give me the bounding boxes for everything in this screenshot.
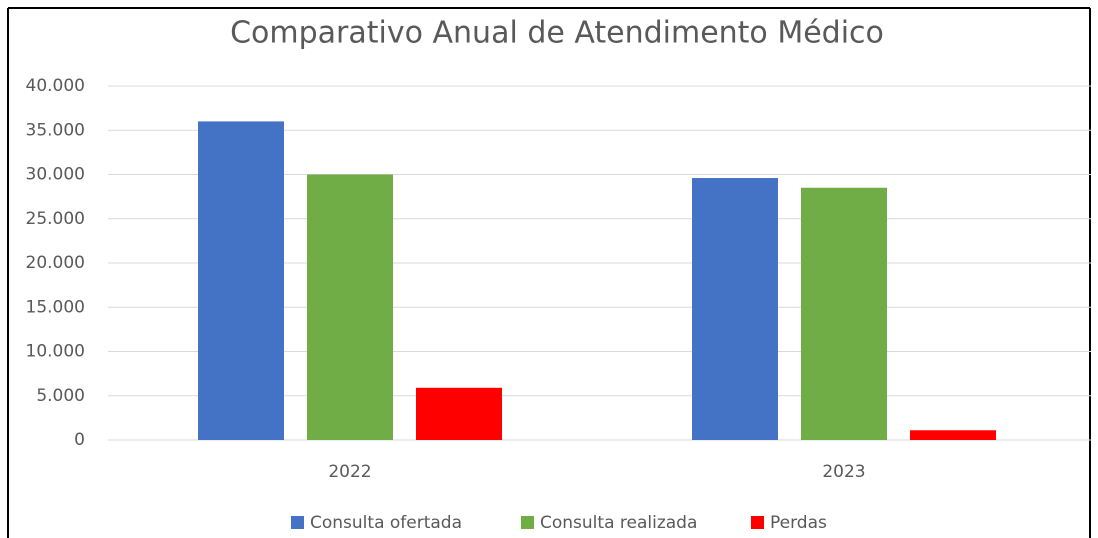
legend-label: Consulta ofertada — [310, 513, 462, 533]
y-tick-label: 25.000 — [26, 209, 85, 229]
y-tick-label: 40.000 — [26, 76, 85, 96]
y-tick-label: 5.000 — [36, 386, 85, 406]
legend-swatch — [521, 516, 534, 529]
x-tick-label: 2023 — [822, 462, 865, 482]
chart-title: Comparativo Anual de Atendimento Médico — [230, 16, 884, 51]
y-tick-label: 30.000 — [26, 165, 85, 185]
bar — [692, 178, 778, 441]
y-tick-label: 35.000 — [26, 120, 85, 140]
legend-label: Perdas — [770, 513, 827, 533]
y-tick-label: 15.000 — [26, 297, 85, 317]
legend-swatch — [751, 516, 764, 529]
legend-swatch — [291, 516, 304, 529]
legend-label: Consulta realizada — [540, 513, 697, 533]
bar — [198, 121, 284, 441]
y-tick-label: 20.000 — [26, 253, 85, 273]
y-tick-label: 10.000 — [26, 342, 85, 362]
bar — [801, 187, 887, 440]
x-tick-label: 2022 — [328, 462, 371, 482]
y-tick-label: 0 — [74, 430, 85, 450]
bar — [416, 387, 502, 440]
bar — [307, 174, 393, 440]
bar — [910, 430, 996, 440]
